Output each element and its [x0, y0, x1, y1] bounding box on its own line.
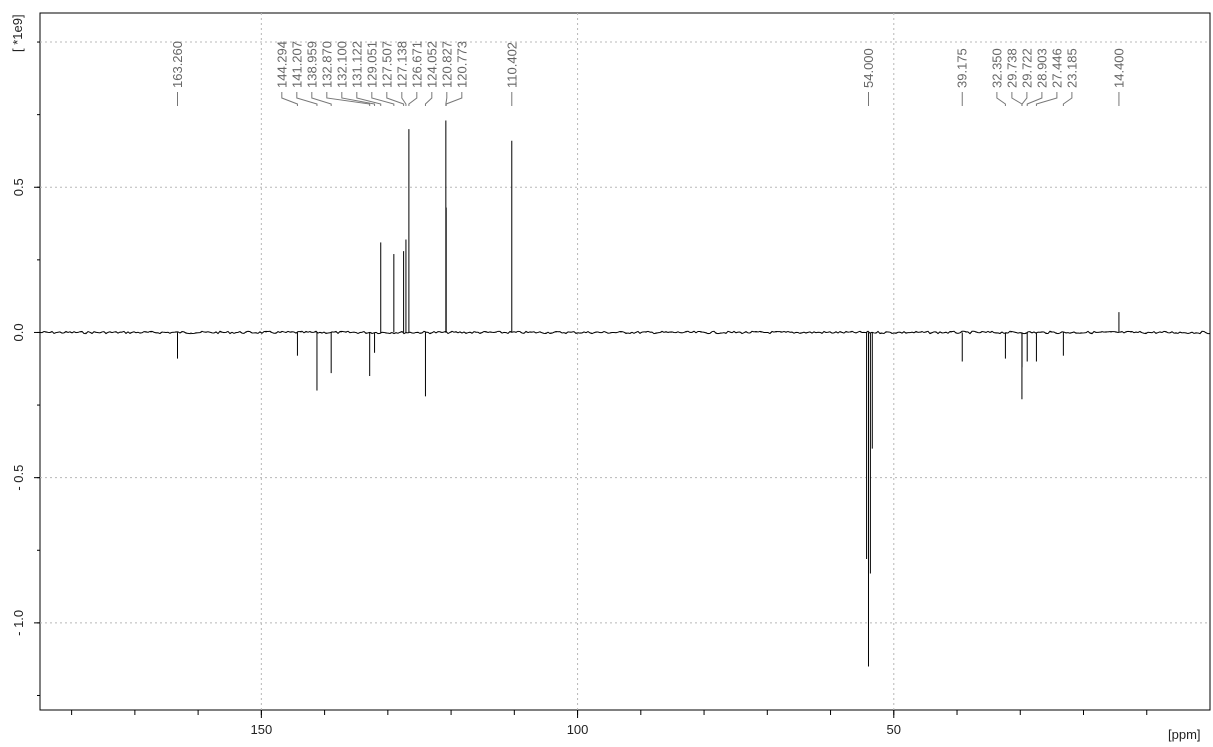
peak-label-leader — [311, 92, 332, 106]
x-tick-label: 50 — [887, 722, 901, 737]
y-tick-label: - 1.0 — [11, 610, 26, 636]
peak-label: 120.827 — [439, 41, 454, 88]
peak-label: 132.870 — [319, 41, 334, 88]
peak-label: 28.903 — [1034, 48, 1049, 88]
plot-frame — [39, 12, 1211, 711]
peak-label-leader — [371, 92, 395, 106]
grid-lines — [40, 13, 1210, 710]
peak-label-leader — [326, 92, 371, 106]
peak-label-leader — [445, 92, 463, 106]
peak-label: 127.138 — [394, 41, 409, 88]
y-tick-label: - 0.5 — [11, 465, 26, 491]
peak-label-leader — [1011, 92, 1023, 106]
peak-label: 144.294 — [274, 41, 289, 88]
x-unit-label: [ppm] — [1168, 727, 1201, 742]
peak-label-leader — [296, 92, 318, 106]
peak-label-leader — [1062, 92, 1073, 106]
peak-label-leader — [281, 92, 298, 106]
peak-label: 54.000 — [861, 48, 876, 88]
peak-label: 120.773 — [454, 41, 469, 88]
peak-label: 23.185 — [1064, 48, 1079, 88]
peak-label: 29.722 — [1019, 48, 1034, 88]
y-unit-label: [ *1e9] — [10, 14, 25, 52]
peak-label-leader — [386, 92, 405, 106]
peak-label-leader — [401, 92, 407, 106]
axis-ticks: 150 100 50 0.5 0.0 - 0.5 - 1.0 — [11, 41, 1148, 737]
peak-label: 129.051 — [364, 41, 379, 88]
peak-label-leader — [341, 92, 376, 106]
y-tick-label: 0.5 — [11, 178, 26, 196]
peak-label-leader — [996, 92, 1006, 106]
peak-label: 110.402 — [504, 42, 519, 88]
peak-label-leader — [1026, 92, 1043, 106]
peak-label: 27.446 — [1049, 48, 1064, 88]
x-tick-label: 100 — [567, 722, 589, 737]
x-tick-label: 150 — [250, 722, 272, 737]
peak-label: 132.100 — [334, 41, 349, 88]
peak-label-leader — [408, 92, 418, 106]
spectrum-peaks — [176, 120, 1120, 667]
peak-label: 32.350 — [989, 48, 1004, 88]
peak-label: 39.175 — [955, 48, 970, 88]
peak-label: 131.122 — [349, 41, 364, 88]
peak-label-leader — [424, 92, 433, 106]
peak-label: 29.738 — [1004, 48, 1019, 88]
peak-label-leader — [1035, 92, 1058, 106]
peak-labels: 163.260 144.294 141.207 138.959 132.870 132.1… — [170, 41, 1126, 106]
peak-label: 138.959 — [304, 41, 319, 88]
peak-label: 141.207 — [289, 41, 304, 88]
peak-label: 126.671 — [409, 41, 424, 88]
peak-label-leader — [356, 92, 382, 106]
peak-label: 127.507 — [379, 41, 394, 88]
spectrum-baseline — [39, 330, 1211, 335]
peak-label-leader — [1021, 92, 1028, 106]
y-tick-label: 0.0 — [11, 323, 26, 341]
peak-label: 163.260 — [170, 41, 185, 88]
peak-label: 124.052 — [424, 41, 439, 88]
peak-label: 14.400 — [1111, 48, 1126, 88]
